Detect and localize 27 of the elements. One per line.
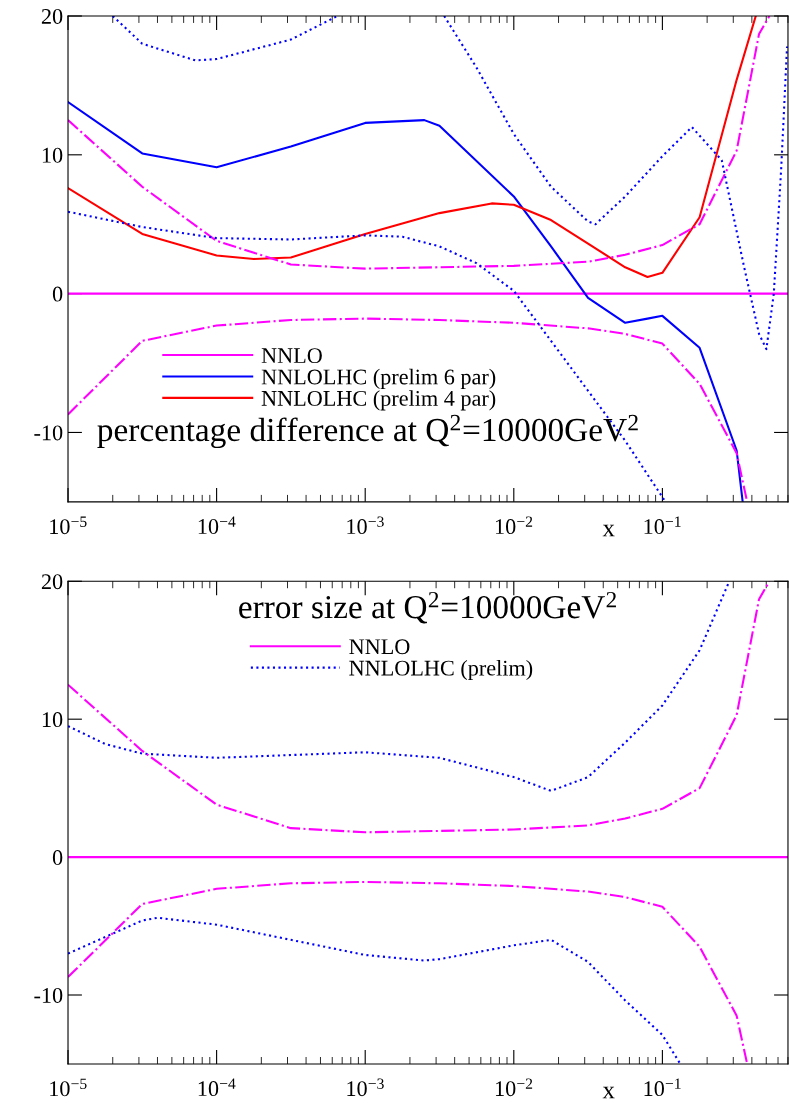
y-tick-label: -10 xyxy=(34,425,63,441)
legend-label: NNLO xyxy=(349,639,410,655)
y-tick-label: 10 xyxy=(42,147,63,163)
x-tick-label: 10$^{−1}$ xyxy=(644,516,681,535)
x-tick-label: 10$^{−5}$ xyxy=(50,516,87,535)
x-tick-label: 10$^{−5}$ xyxy=(50,1078,87,1097)
legend-label: NNLO xyxy=(261,348,322,364)
chart-title: error size at Q$^{2}$=10000GeV$^{2}$ xyxy=(239,591,616,624)
text: percentage difference at Q$^{2}$=10000GeV$^{2}$ xyxy=(97,414,638,449)
y-tick-label: 0 xyxy=(52,286,63,302)
x-tick-label: 10$^{−3}$ xyxy=(347,1078,384,1097)
y-tick-label: -10 xyxy=(34,987,63,1003)
x-axis-title: x xyxy=(602,524,615,537)
x-axis-title: x xyxy=(602,1086,615,1099)
x-tick-label: 10$^{−2}$ xyxy=(495,1078,533,1097)
x-tick-label: 10$^{−3}$ xyxy=(347,516,384,535)
x-tick-label: 10$^{−1}$ xyxy=(644,1078,681,1097)
legend-label: NNLOLHC (prelim 4 par) xyxy=(261,390,496,411)
legend-label: NNLOLHC (prelim 6 par) xyxy=(261,368,496,389)
y-tick-label: 20 xyxy=(41,8,63,24)
x-tick-label: 10$^{−4}$ xyxy=(198,1078,236,1097)
x-tick-label: 10$^{−2}$ xyxy=(495,516,533,535)
y-tick-label: 20 xyxy=(41,574,63,590)
x-tick-label: 10$^{−4}$ xyxy=(198,516,236,534)
y-tick-label: 0 xyxy=(52,850,63,866)
legend-label: NNLOLHC (prelim) xyxy=(349,659,533,681)
y-tick-label: 10 xyxy=(42,712,63,728)
